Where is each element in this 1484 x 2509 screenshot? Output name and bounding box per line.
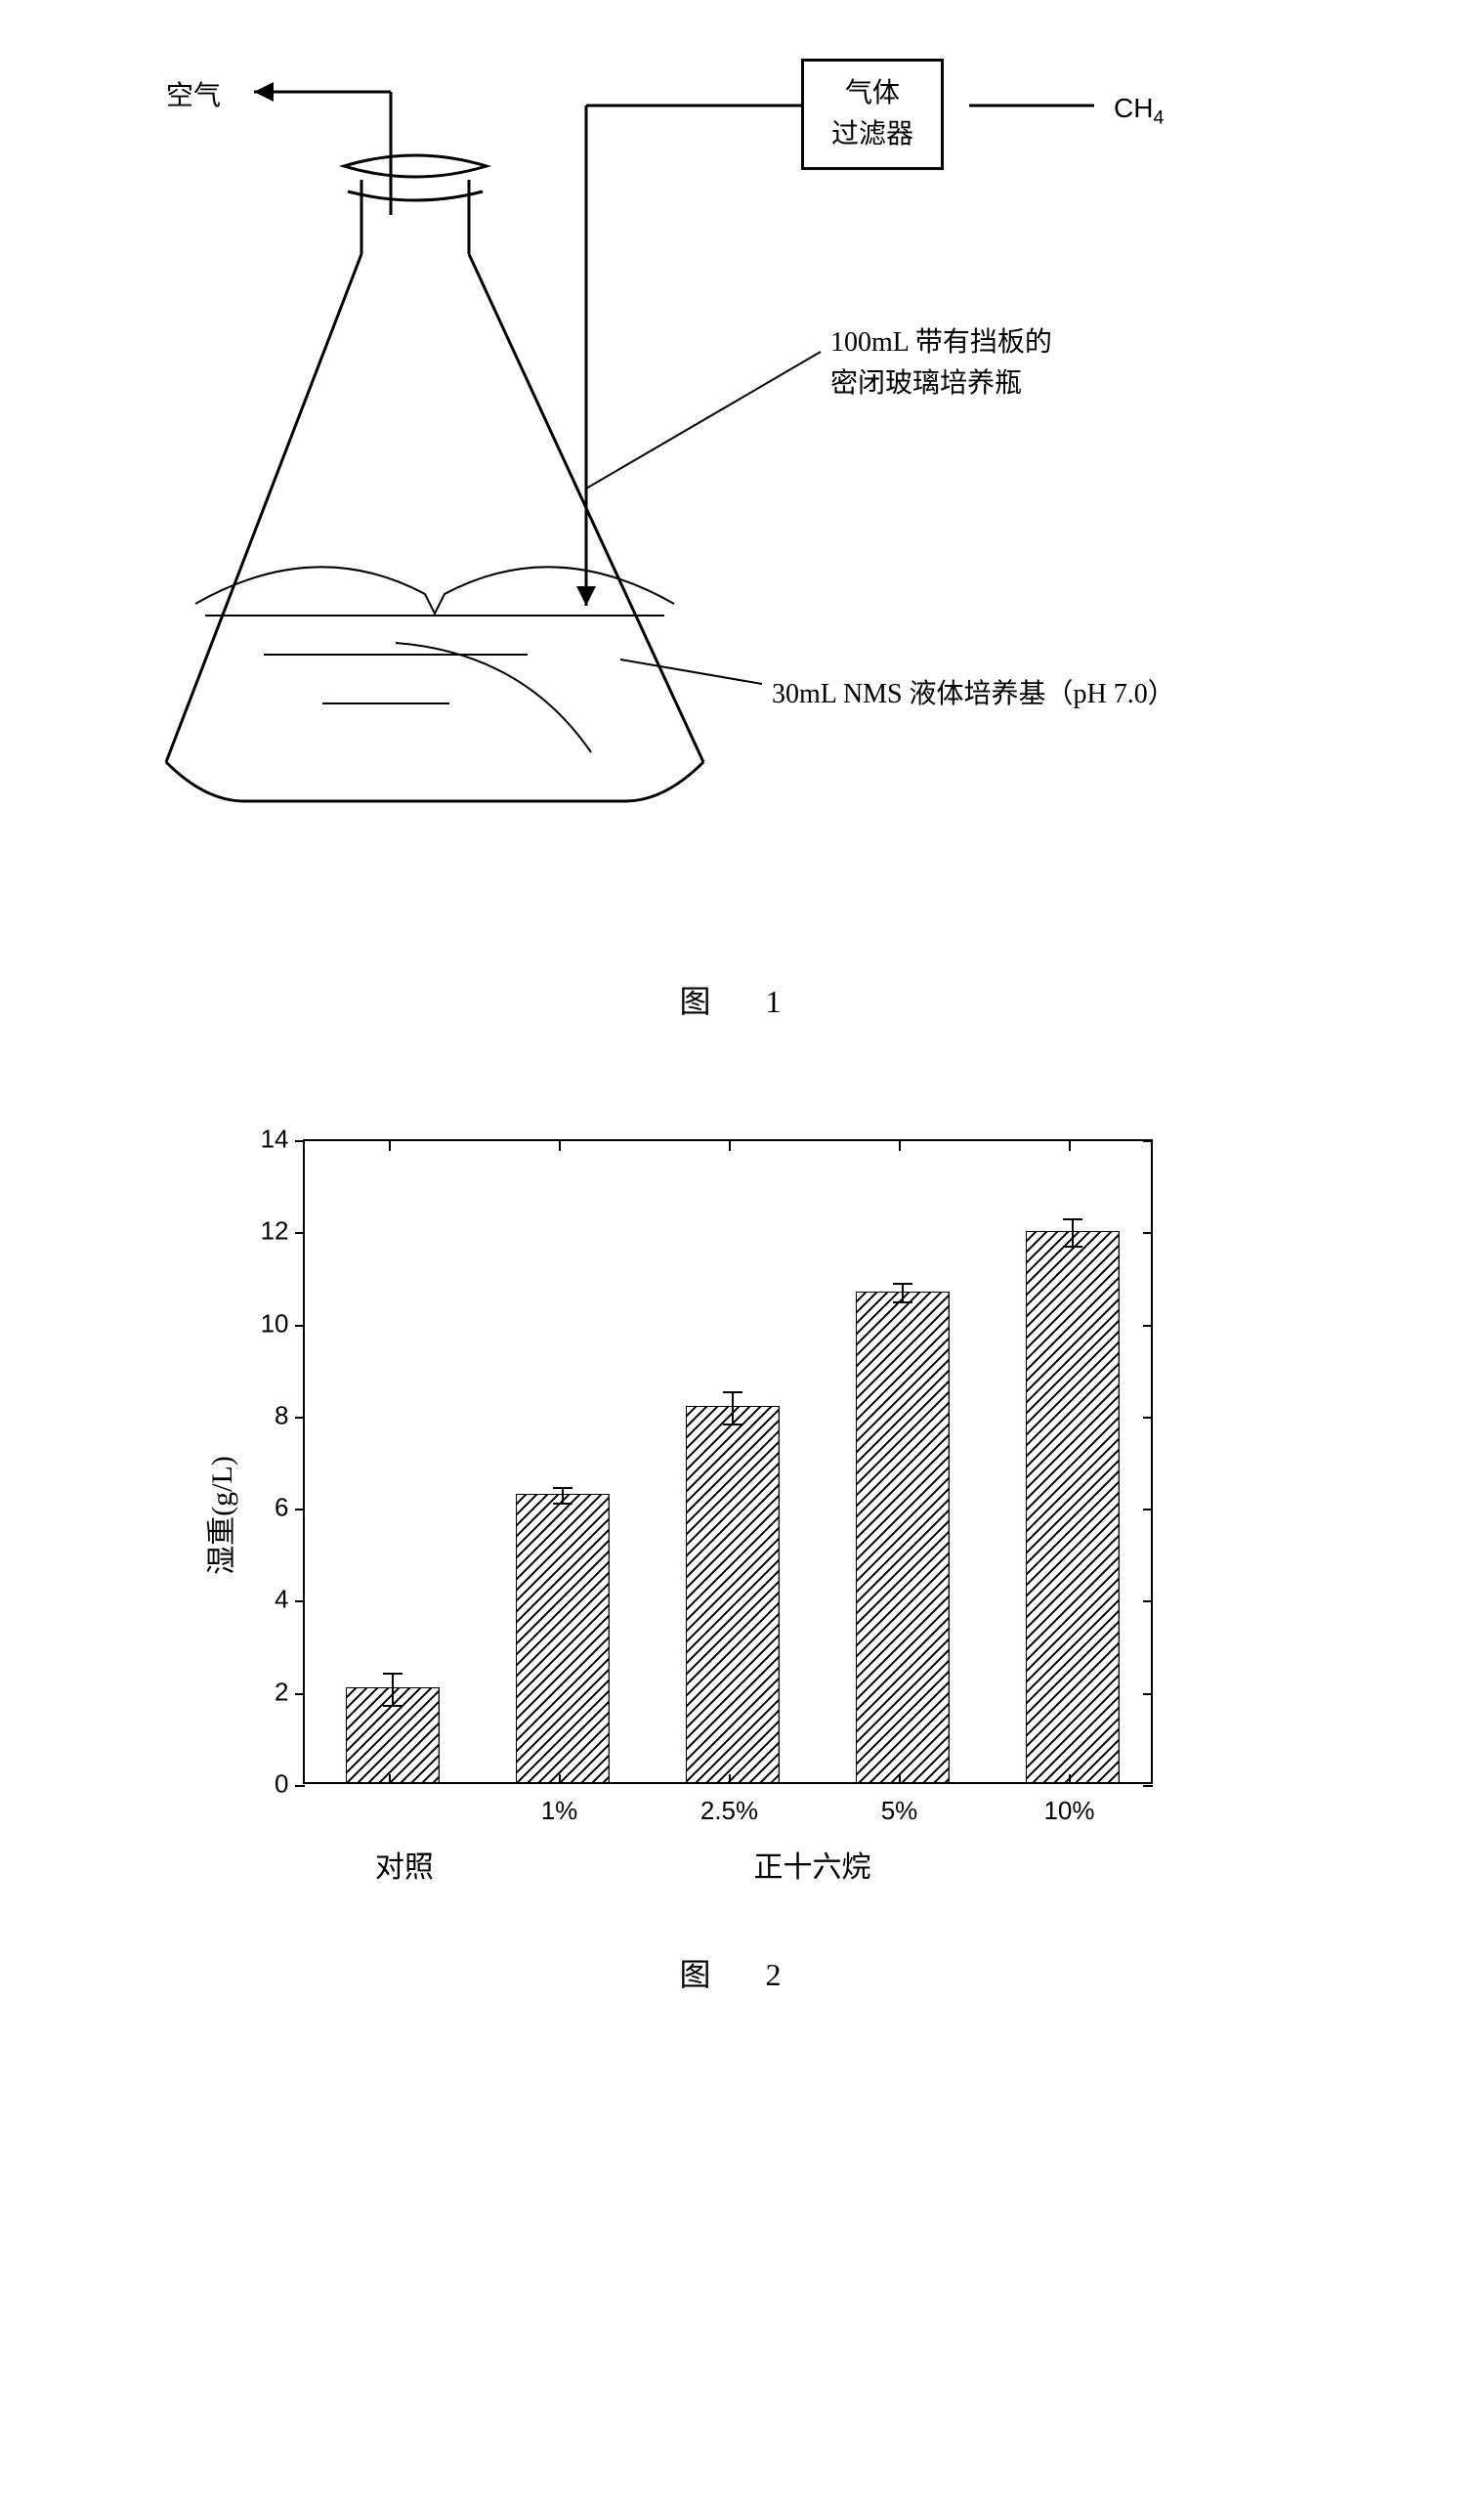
- xtick-mark: [1069, 1774, 1071, 1784]
- figure-1: 气体 过滤器 空气 CH4 100mL 带有挡板的 密闭玻璃培养瓶 30mL N…: [78, 59, 1406, 1022]
- xtick-mark: [899, 1141, 901, 1151]
- error-bar: [1072, 1219, 1074, 1247]
- error-bar: [562, 1488, 564, 1505]
- flask-label-line2: 密闭玻璃培养瓶: [830, 363, 1052, 404]
- filter-label-line2: 过滤器: [831, 114, 913, 155]
- chart-frame: 湿重(g/L) 024681012141%2.5%5%10% 对照正十六烷: [303, 1139, 1182, 1892]
- bar: [1026, 1231, 1120, 1784]
- x-axis-group-labels: 对照 正十六烷: [303, 1843, 1153, 1892]
- error-cap: [553, 1503, 572, 1505]
- ytick-mark: [1143, 1325, 1153, 1327]
- xtick-mark: [729, 1774, 731, 1784]
- ytick-mark: [1143, 1785, 1153, 1787]
- error-cap: [553, 1487, 572, 1489]
- error-bar: [392, 1674, 394, 1706]
- error-cap: [383, 1673, 403, 1675]
- ytick-mark: [295, 1600, 305, 1602]
- error-cap: [1063, 1246, 1082, 1248]
- ch4-text: CH: [1114, 93, 1153, 123]
- chart-plot-box: 024681012141%2.5%5%10%: [303, 1139, 1153, 1784]
- bar: [856, 1292, 950, 1784]
- ytick-label: 0: [275, 1769, 304, 1800]
- xtick-mark: [559, 1774, 561, 1784]
- error-cap: [723, 1424, 742, 1425]
- medium-label: 30mL NMS 液体培养基（pH 7.0）: [772, 674, 1175, 715]
- ytick-mark: [295, 1325, 305, 1327]
- ytick-mark: [1143, 1417, 1153, 1419]
- error-bar: [732, 1392, 734, 1425]
- xtick-mark: [899, 1774, 901, 1784]
- error-cap: [893, 1301, 912, 1303]
- xtick-label: 10%: [1043, 1784, 1094, 1826]
- figure2-caption: 图 2: [78, 1950, 1406, 1995]
- x-group-label-hexadecane: 正十六烷: [754, 1843, 871, 1886]
- error-cap: [893, 1283, 912, 1285]
- ytick-mark: [295, 1232, 305, 1234]
- ytick-mark: [1143, 1140, 1153, 1142]
- bar: [686, 1406, 780, 1784]
- flask-label-line1: 100mL 带有挡板的: [830, 322, 1052, 363]
- xtick-mark: [1069, 1141, 1071, 1151]
- error-cap: [723, 1391, 742, 1393]
- bar: [516, 1494, 610, 1784]
- error-cap: [1063, 1218, 1082, 1220]
- ch4-label: CH4: [1114, 88, 1164, 133]
- xtick-mark: [559, 1141, 561, 1151]
- diagram-stage: 气体 过滤器 空气 CH4 100mL 带有挡板的 密闭玻璃培养瓶 30mL N…: [78, 59, 1406, 918]
- error-bar: [902, 1284, 904, 1302]
- ytick-mark: [1143, 1693, 1153, 1695]
- ytick-mark: [1143, 1600, 1153, 1602]
- diagram-svg: [78, 59, 1406, 918]
- ytick-label: 14: [261, 1125, 305, 1155]
- filter-label-line1: 气体: [831, 73, 913, 114]
- x-group-label-control: 对照: [375, 1843, 434, 1886]
- ytick-mark: [295, 1509, 305, 1510]
- ytick-mark: [1143, 1509, 1153, 1510]
- ytick-mark: [1143, 1232, 1153, 1234]
- xtick-label: 5%: [881, 1784, 918, 1826]
- figure-2: 湿重(g/L) 024681012141%2.5%5%10% 对照 正十六烷 图 …: [78, 1139, 1406, 1995]
- plot-area: [305, 1141, 1151, 1784]
- air-label: 空气: [166, 76, 221, 117]
- xtick-mark: [729, 1141, 731, 1151]
- ytick-mark: [295, 1417, 305, 1419]
- xtick-label: 1%: [541, 1784, 578, 1826]
- figure1-caption: 图 1: [78, 977, 1406, 1022]
- ytick-mark: [295, 1693, 305, 1695]
- ch4-subscript: 4: [1153, 107, 1164, 129]
- error-cap: [383, 1705, 403, 1707]
- xtick-label: 2.5%: [700, 1784, 758, 1826]
- y-axis-title: 湿重(g/L): [197, 1456, 240, 1575]
- ytick-mark: [295, 1140, 305, 1142]
- gas-filter-box: 气体 过滤器: [801, 59, 944, 170]
- ytick-mark: [295, 1785, 305, 1787]
- flask-label: 100mL 带有挡板的 密闭玻璃培养瓶: [830, 322, 1052, 404]
- xtick-mark: [389, 1774, 391, 1784]
- xtick-mark: [389, 1141, 391, 1151]
